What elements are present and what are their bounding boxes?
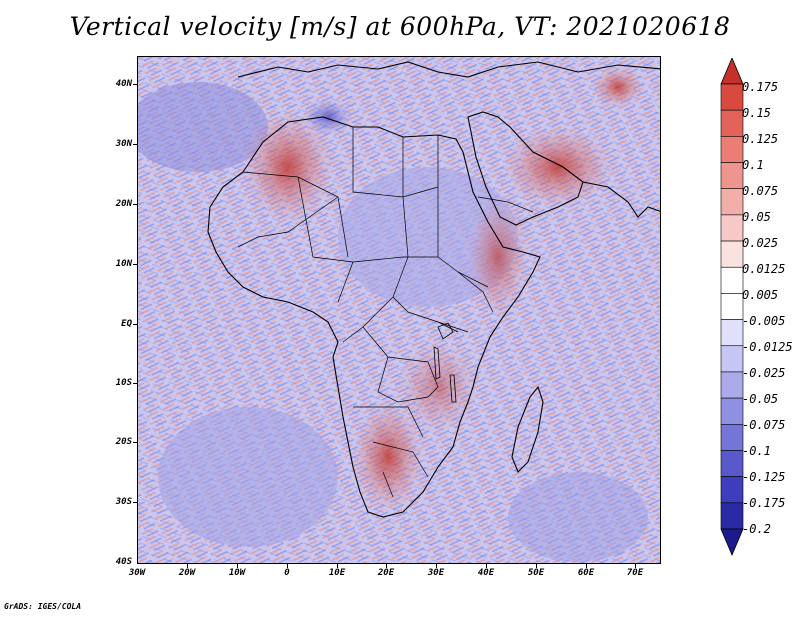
- lon-label-20e: 20E: [377, 568, 395, 578]
- colorbar-segment: [720, 266, 744, 294]
- lon-tick: [635, 564, 636, 568]
- blue-region-algeria: [303, 99, 353, 135]
- legend-label-neg00125: -0.0125: [742, 340, 793, 354]
- colorbar-segment: [720, 109, 744, 137]
- colorbar-segment: [720, 423, 744, 451]
- colorbar-segment: [720, 502, 744, 530]
- lake-malawi: [449, 374, 457, 403]
- colorbar-segment: [720, 83, 744, 111]
- colorbar-segment: [720, 371, 744, 399]
- colorbar-segment: [720, 476, 744, 504]
- colorbar-top-arrow: [720, 58, 744, 85]
- lat-label-30n: 30N: [115, 139, 132, 149]
- lat-label-20n: 20N: [115, 199, 132, 209]
- legend-label-neg02: -0.2: [742, 522, 771, 536]
- lat-label-10n: 10N: [115, 259, 132, 269]
- lat-label-eq: EQ: [121, 319, 132, 329]
- legend-label-0005: 0.005: [742, 288, 779, 302]
- lon-label-30e: 30E: [427, 568, 445, 578]
- arabia-coastline: [467, 111, 584, 226]
- colorbar-segment: [720, 293, 744, 320]
- colorbar-bottom-arrow: [720, 528, 744, 557]
- lon-tick: [586, 564, 587, 568]
- africa-coastline: [207, 116, 541, 518]
- legend-label-neg0075: -0.075: [742, 418, 786, 432]
- blue-region-south-indian: [508, 472, 648, 562]
- colorbar-segment: [720, 240, 744, 268]
- lon-tick: [187, 564, 188, 568]
- lon-label-10w: 10W: [228, 568, 246, 578]
- lon-label-10e: 10E: [328, 568, 346, 578]
- grads-credit: GrADS: IGES/COLA: [4, 602, 82, 611]
- lat-tick: [133, 144, 137, 145]
- lon-tick: [386, 564, 387, 568]
- legend-label-neg0125: -0.125: [742, 470, 786, 484]
- blue-region-north-atlantic: [138, 82, 268, 172]
- red-region-ethiopia: [468, 197, 528, 317]
- legend-label-005: 0.05: [742, 210, 771, 224]
- lon-tick: [436, 564, 437, 568]
- legend-label-neg0175: -0.175: [742, 496, 786, 510]
- lat-tick: [133, 264, 137, 265]
- legend-label-neg0005: -0.005: [742, 314, 786, 328]
- legend-label-0075: 0.075: [742, 184, 779, 198]
- legend-label-neg01: -0.1: [742, 444, 771, 458]
- map-title: Vertical velocity [m/s] at 600hPa, VT: 2…: [69, 12, 731, 41]
- lon-tick: [287, 564, 288, 568]
- colorbar: [720, 58, 744, 557]
- lat-label-10s: 10S: [115, 378, 132, 388]
- lon-label-30w: 30W: [128, 568, 146, 578]
- lat-tick: [133, 84, 137, 85]
- blue-region-south-atlantic: [158, 407, 338, 547]
- colorbar-segment: [720, 450, 744, 477]
- lon-label-40e: 40E: [477, 568, 495, 578]
- lat-tick: [133, 383, 137, 384]
- asia-coastline: [582, 181, 660, 218]
- lat-tick: [133, 502, 137, 503]
- red-region-southern-africa: [353, 402, 423, 512]
- velocity-map: [137, 56, 661, 564]
- lon-label-20w: 20W: [178, 568, 196, 578]
- colorbar-segment: [720, 345, 744, 373]
- lon-tick: [486, 564, 487, 568]
- lat-tick: [133, 324, 137, 325]
- colorbar-segment: [720, 214, 744, 242]
- colorbar-segment: [720, 319, 744, 347]
- colorbar-segment: [720, 162, 744, 190]
- lat-tick: [133, 204, 137, 205]
- legend-label-0025: 0.025: [742, 236, 779, 250]
- country-borders: [237, 127, 534, 498]
- red-region-iran: [593, 67, 643, 107]
- lat-label-30s: 30S: [115, 497, 132, 507]
- legend-label-0125: 0.125: [742, 132, 779, 146]
- legend-label-015: 0.15: [742, 106, 771, 120]
- velocity-field: [138, 57, 660, 563]
- colorbar-segment: [720, 188, 744, 216]
- legend-label-neg005: -0.05: [742, 392, 779, 406]
- lon-label-0: 0: [284, 568, 290, 578]
- legend-label-01: 0.1: [742, 158, 764, 172]
- red-region-arabia: [503, 127, 613, 207]
- colorbar-segment: [720, 136, 744, 163]
- lon-label-50e: 50E: [527, 568, 545, 578]
- lat-label-40n: 40N: [115, 79, 132, 89]
- lon-tick: [337, 564, 338, 568]
- lake-victoria: [437, 322, 454, 340]
- colorbar-segment: [720, 397, 744, 425]
- legend-label-0175: 0.175: [742, 80, 779, 94]
- lon-label-60e: 60E: [577, 568, 595, 578]
- lon-label-70e: 70E: [626, 568, 644, 578]
- lake-tanganyika: [433, 346, 441, 380]
- legend-label-00125: 0.0125: [742, 262, 786, 276]
- lon-tick: [536, 564, 537, 568]
- lon-tick: [237, 564, 238, 568]
- legend-label-neg0025: -0.025: [742, 366, 786, 380]
- lat-label-40s: 40S: [115, 557, 132, 567]
- lat-label-20s: 20S: [115, 437, 132, 447]
- madagascar-coastline: [511, 385, 544, 473]
- lat-tick: [133, 442, 137, 443]
- europe-coastline: [237, 61, 660, 78]
